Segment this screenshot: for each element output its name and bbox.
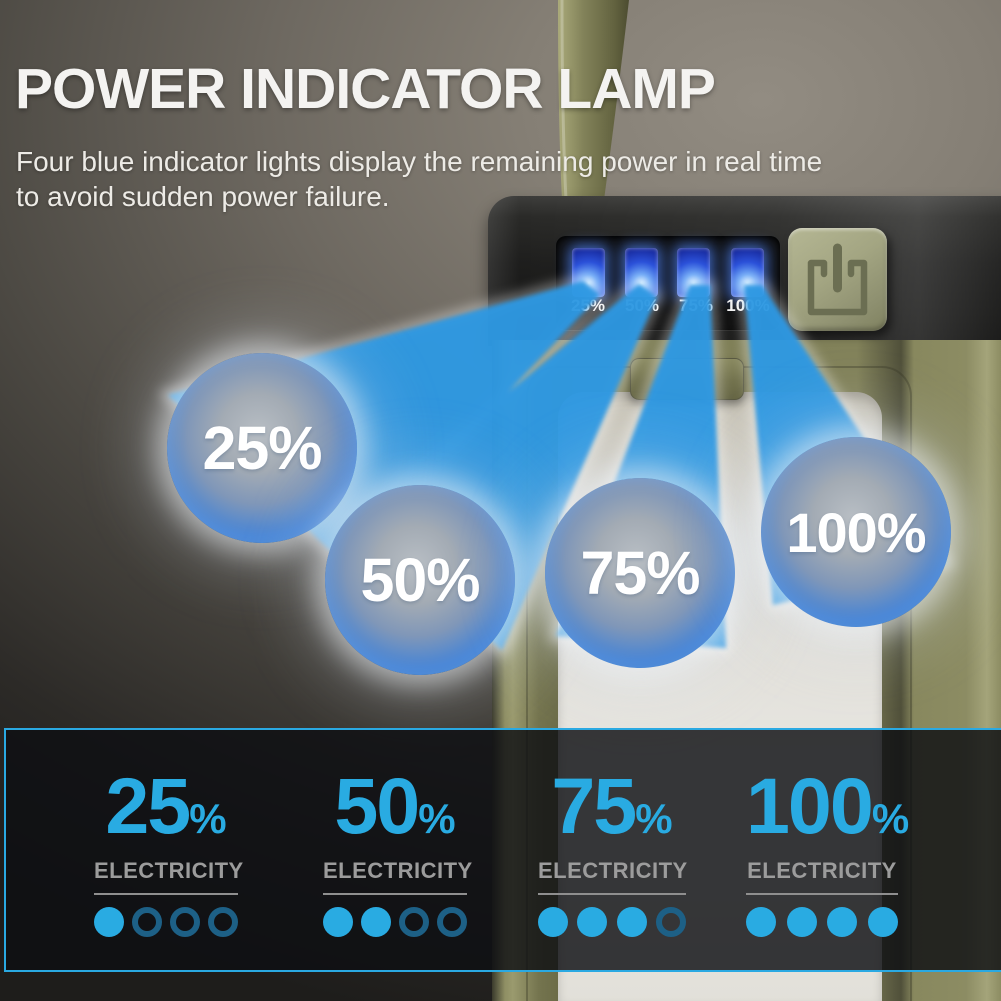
level-dot [399,907,429,937]
level-dot [827,907,858,937]
level-dot [786,907,817,937]
level-dot [655,907,686,937]
level-dots [323,907,467,937]
page-title: POWER INDICATOR LAMP [15,57,716,122]
electricity-column-100: 100% ELECTRICITY [746,730,910,970]
electricity-value: 50% [334,761,456,850]
divider [538,893,686,895]
electricity-value: 25% [105,761,227,850]
level-dot [577,907,608,937]
power-button [788,228,887,331]
level-dot [616,907,647,937]
electricity-level-panel: 25% ELECTRICITY 50% ELECTRICITY 75% ELEC… [4,728,1001,972]
electricity-caption: ELECTRICITY [94,858,244,883]
divider [94,893,238,895]
level-dot [94,907,124,937]
callout-label: 75% [580,539,700,607]
electricity-column-25: 25% ELECTRICITY [94,730,244,970]
level-dot [208,907,238,937]
electricity-caption: ELECTRICITY [747,858,897,883]
electricity-caption: ELECTRICITY [538,858,688,883]
divider [323,893,467,895]
callout-label: 25% [202,414,322,482]
callout-circle-100: 100% [761,437,951,627]
level-dot [323,907,353,937]
level-dots [746,907,898,937]
callout-circle-50: 50% [325,485,515,675]
callout-label: 50% [360,546,480,614]
level-dot [170,907,200,937]
level-dot [746,907,776,937]
callout-circle-75: 75% [545,478,735,668]
level-dot [132,907,162,937]
level-dots [538,907,686,937]
callout-circle-25: 25% [167,353,357,543]
electricity-caption: ELECTRICITY [323,858,473,883]
divider [746,893,898,895]
level-dot [867,907,898,937]
level-dots [94,907,238,937]
electricity-column-50: 50% ELECTRICITY [323,730,473,970]
level-dot [538,907,568,937]
page-subtitle: Four blue indicator lights display the r… [16,146,823,212]
electricity-value: 100% [746,761,910,850]
level-dot [437,907,467,937]
electricity-value: 75% [551,761,673,850]
lantern-strap [558,0,629,200]
electricity-column-75: 75% ELECTRICITY [538,730,688,970]
level-dot [361,907,391,937]
callout-label: 100% [786,500,926,564]
power-icon [807,243,868,316]
